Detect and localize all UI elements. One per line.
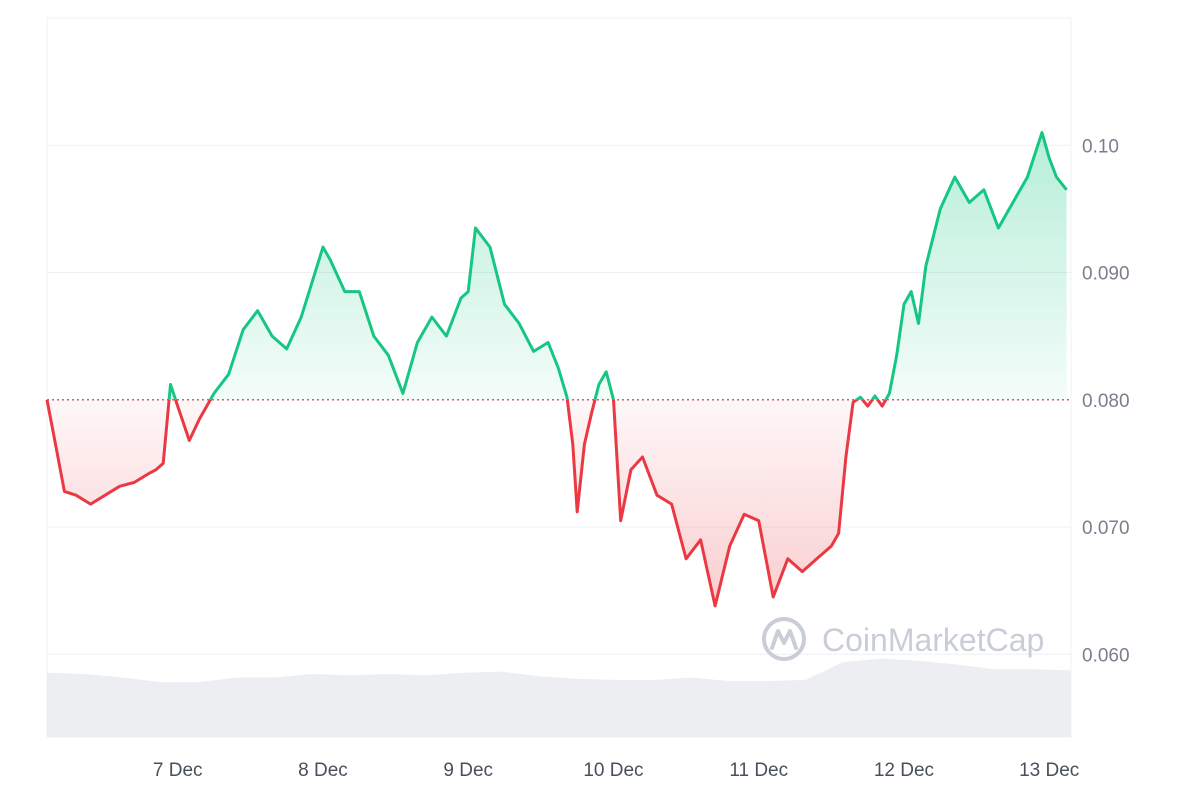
y-tick-label: 0.060 bbox=[1082, 645, 1130, 666]
coinmarketcap-logo-icon bbox=[762, 617, 806, 661]
y-tick-label: 0.090 bbox=[1082, 264, 1130, 285]
y-tick-label: 0.10 bbox=[1082, 136, 1119, 157]
above-baseline-area bbox=[169, 132, 1067, 400]
price-line-down bbox=[45, 399, 888, 608]
x-axis: 7 Dec 8 Dec 9 Dec 10 Dec 11 Dec 12 Dec 13 Dec bbox=[153, 760, 1079, 781]
y-axis: 0.060 0.070 0.080 0.090 0.10 bbox=[1082, 136, 1130, 666]
x-tick-label: 8 Dec bbox=[298, 760, 348, 781]
x-tick-label: 9 Dec bbox=[443, 760, 493, 781]
volume-area bbox=[47, 658, 1071, 737]
y-tick-label: 0.080 bbox=[1082, 391, 1130, 412]
x-tick-label: 11 Dec bbox=[729, 760, 788, 781]
x-tick-label: 7 Dec bbox=[153, 760, 203, 781]
x-tick-label: 12 Dec bbox=[874, 760, 934, 781]
y-tick-label: 0.070 bbox=[1082, 518, 1130, 539]
price-line-up bbox=[47, 131, 1068, 400]
coinmarketcap-watermark: CoinMarketCap bbox=[762, 617, 1044, 661]
grid-lines bbox=[47, 144, 1071, 655]
below-baseline-area bbox=[47, 399, 1067, 606]
x-tick-label: 10 Dec bbox=[583, 760, 643, 781]
watermark-text: CoinMarketCap bbox=[822, 622, 1044, 658]
x-tick-label: 13 Dec bbox=[1019, 760, 1079, 781]
